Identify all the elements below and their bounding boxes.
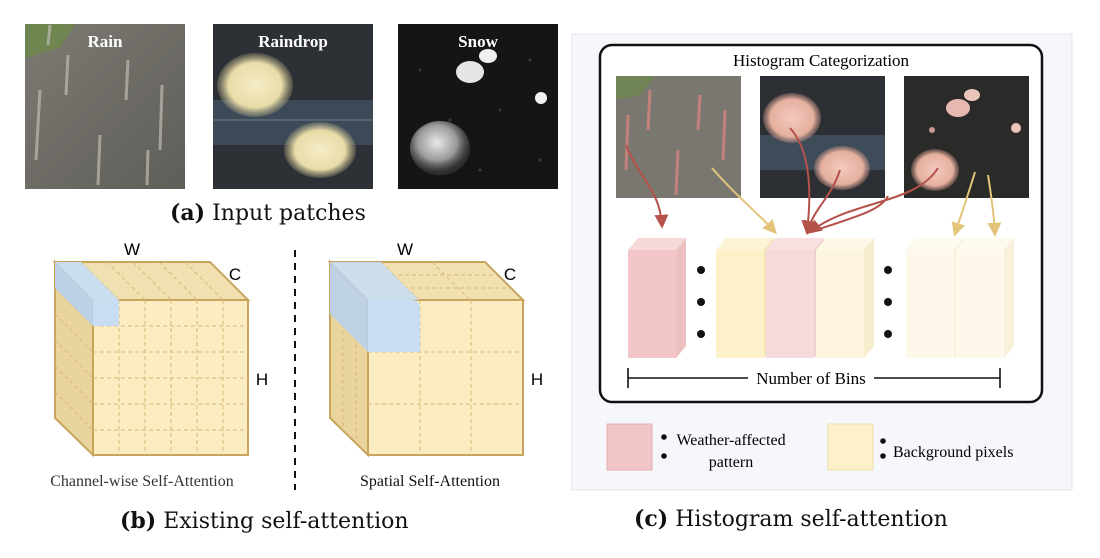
cube-left-caption: Channel-wise Self-Attention: [50, 473, 234, 490]
bin-background-4: [956, 238, 1014, 358]
caption-b-text: Existing self-attention: [163, 509, 409, 534]
legend-swatch-background: [827, 423, 874, 471]
cube-left-w-label: W: [124, 240, 140, 259]
legend-weather-line1: Weather-affected: [676, 432, 785, 449]
legend-weather-line2: pattern: [709, 454, 753, 471]
caption-a-tag: (a): [170, 200, 206, 226]
patch-rain: Rain: [25, 24, 185, 189]
categorized-image-raindrop: [760, 76, 885, 198]
patch-raindrop: Raindrop: [213, 24, 373, 189]
cube-left-h-label: H: [256, 370, 268, 389]
caption-a-text: Input patches: [212, 201, 366, 226]
caption-c-text: Histogram self-attention: [675, 507, 948, 532]
bin-ellipsis-1: [697, 266, 705, 338]
cube-channel-wise: W C H Channel-wise Self-Attention: [50, 240, 268, 490]
caption-b-tag: (b): [120, 508, 157, 534]
bin-background-1: [716, 238, 774, 358]
legend-background-label: Background pixels: [893, 444, 1013, 461]
bin-background-2: [816, 238, 874, 358]
cube-right-w-label: W: [397, 240, 413, 259]
cube-right-caption: Spatial Self-Attention: [360, 473, 500, 490]
patch-raindrop-label: Raindrop: [258, 32, 328, 51]
patch-rain-label: Rain: [88, 32, 124, 51]
number-of-bins-axis: [627, 368, 1001, 388]
legend: Weather-affected pattern Background pixe…: [606, 423, 1013, 471]
histogram-bins: [628, 238, 1014, 358]
bin-ellipsis-2: [884, 266, 892, 338]
caption-b: (b) Existing self-attention: [120, 508, 409, 534]
histogram-box-title: Histogram Categorization: [733, 51, 910, 70]
categorized-image-snow: [904, 76, 1029, 198]
bin-weather-2: [766, 238, 824, 358]
caption-c: (c) Histogram self-attention: [634, 506, 948, 532]
caption-c-tag: (c): [634, 506, 669, 532]
patch-snow: Snow: [398, 24, 558, 189]
cube-right-h-label: H: [531, 370, 543, 389]
legend-swatch-weather: [606, 423, 653, 471]
bin-weather-1: [628, 238, 686, 358]
cube-right-c-label: C: [504, 265, 516, 284]
caption-a: (a) Input patches: [170, 200, 366, 226]
cube-left-c-label: C: [229, 265, 241, 284]
cube-spatial: W C H Spatial Self-Attention: [327, 240, 543, 490]
bin-background-3: [906, 238, 964, 358]
patch-snow-label: Snow: [458, 32, 498, 51]
number-of-bins-label: Number of Bins: [756, 369, 866, 388]
